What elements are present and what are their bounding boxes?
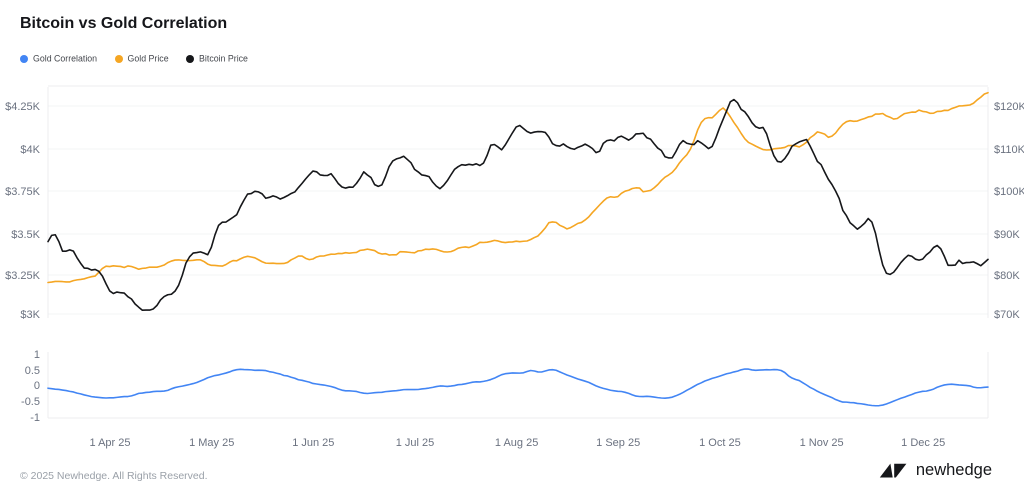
svg-text:1 May 25: 1 May 25 (189, 437, 234, 449)
svg-text:1 Apr 25: 1 Apr 25 (90, 437, 131, 449)
svg-text:1 Jun 25: 1 Jun 25 (292, 437, 334, 449)
svg-text:$3.25K: $3.25K (5, 270, 41, 282)
svg-text:$3.5K: $3.5K (11, 229, 40, 241)
svg-text:$100K: $100K (994, 186, 1024, 198)
svg-text:0: 0 (34, 380, 40, 392)
svg-text:$110K: $110K (994, 144, 1024, 156)
svg-text:1 Aug 25: 1 Aug 25 (495, 437, 538, 449)
svg-text:0.5: 0.5 (25, 365, 40, 377)
svg-text:$90K: $90K (994, 229, 1020, 241)
svg-text:$3.75K: $3.75K (5, 186, 41, 198)
svg-text:-0.5: -0.5 (21, 396, 40, 408)
svg-text:$3K: $3K (20, 309, 40, 321)
svg-text:1 Sep 25: 1 Sep 25 (596, 437, 640, 449)
svg-text:$4K: $4K (20, 144, 40, 156)
svg-text:1 Oct 25: 1 Oct 25 (699, 437, 741, 449)
svg-text:1: 1 (34, 349, 40, 361)
svg-text:$120K: $120K (994, 101, 1024, 113)
svg-text:$70K: $70K (994, 309, 1020, 321)
svg-text:$80K: $80K (994, 270, 1020, 282)
svg-text:-1: -1 (30, 412, 40, 424)
svg-text:1 Nov 25: 1 Nov 25 (800, 437, 844, 449)
svg-text:$4.25K: $4.25K (5, 101, 41, 113)
svg-text:1 Jul 25: 1 Jul 25 (396, 437, 435, 449)
svg-text:1 Dec 25: 1 Dec 25 (901, 437, 945, 449)
